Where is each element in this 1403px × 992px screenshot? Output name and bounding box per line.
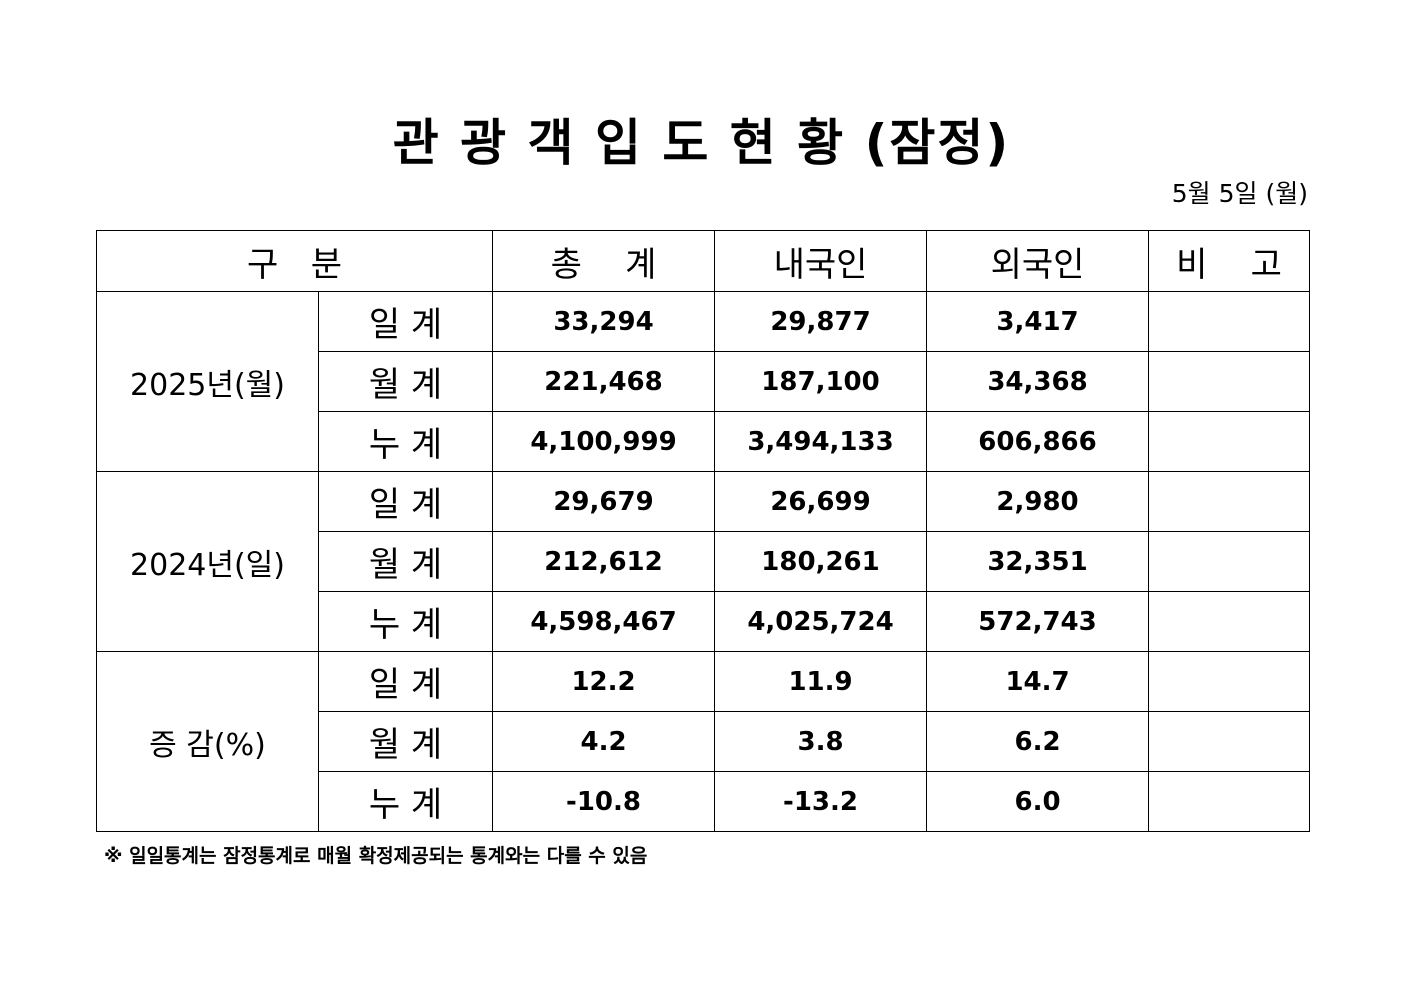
group-label-2025: 2025년(월) — [96, 291, 319, 472]
header-category: 구 분 — [95, 230, 494, 292]
visitor-stats-table: 구 분 총 계 내국인 외국인 비 고 2025년(월) 일 계 33,294 … — [95, 230, 1311, 832]
cell-note — [1148, 531, 1311, 592]
table-header-row: 구 분 총 계 내국인 외국인 비 고 — [95, 230, 1311, 292]
cell-total: 221,468 — [492, 351, 716, 412]
group-label-2024: 2024년(일) — [96, 471, 319, 652]
row-label: 일 계 — [317, 651, 494, 712]
cell-total: 4.2 — [492, 711, 716, 772]
row-label: 누 계 — [317, 411, 494, 472]
page-title: 관 광 객 입 도 현 황 (잠정) — [392, 114, 1011, 172]
cell-total: 4,598,467 — [492, 591, 716, 652]
cell-total: 12.2 — [492, 651, 716, 712]
cell-foreign: 32,351 — [926, 531, 1150, 592]
cell-domestic: 11.9 — [714, 651, 928, 712]
cell-total: 212,612 — [492, 531, 716, 592]
cell-domestic: 3.8 — [714, 711, 928, 772]
table-row: 누 계 -10.8 -13.2 6.0 — [97, 771, 1311, 832]
table-row: 월 계 212,612 180,261 32,351 — [97, 531, 1311, 592]
cell-total: 33,294 — [492, 291, 716, 352]
table-row: 증 감(%) 일 계 12.2 11.9 14.7 — [96, 651, 1311, 832]
group-label-change: 증 감(%) — [96, 651, 319, 832]
cell-total: -10.8 — [492, 771, 716, 832]
row-label: 일 계 — [317, 471, 494, 532]
cell-foreign: 3,417 — [926, 291, 1150, 352]
cell-foreign: 572,743 — [926, 591, 1150, 652]
cell-note — [1148, 411, 1311, 472]
cell-total: 4,100,999 — [492, 411, 716, 472]
cell-domestic: 26,699 — [714, 471, 928, 532]
cell-total: 29,679 — [492, 471, 716, 532]
cell-note — [1148, 711, 1311, 772]
cell-note — [1148, 651, 1311, 712]
cell-domestic: 180,261 — [714, 531, 928, 592]
row-label: 누 계 — [317, 591, 494, 652]
header-foreign: 외국인 — [926, 230, 1150, 292]
cell-foreign: 14.7 — [926, 651, 1150, 712]
header-domestic: 내국인 — [714, 230, 928, 292]
table-row: 누 계 4,100,999 3,494,133 606,866 — [97, 411, 1311, 472]
row-label: 월 계 — [317, 711, 494, 772]
cell-domestic: 4,025,724 — [714, 591, 928, 652]
footnote: ※ 일일통계는 잠정통계로 매월 확정제공되는 통계와는 다를 수 있음 — [104, 845, 648, 867]
cell-foreign: 34,368 — [926, 351, 1150, 412]
cell-domestic: -13.2 — [714, 771, 928, 832]
row-label: 누 계 — [317, 771, 494, 832]
header-note: 비 고 — [1148, 230, 1311, 292]
table-row: 월 계 4.2 3.8 6.2 — [97, 711, 1311, 772]
cell-domestic: 29,877 — [714, 291, 928, 352]
row-label: 월 계 — [317, 351, 494, 412]
cell-note — [1148, 591, 1311, 652]
cell-note — [1148, 291, 1311, 352]
cell-domestic: 187,100 — [714, 351, 928, 412]
table-row: 누 계 4,598,467 4,025,724 572,743 — [97, 591, 1311, 652]
cell-foreign: 2,980 — [926, 471, 1150, 532]
row-label: 월 계 — [317, 531, 494, 592]
header-total: 총 계 — [492, 230, 716, 292]
cell-foreign: 606,866 — [926, 411, 1150, 472]
table-row: 2024년(일) 일 계 29,679 26,699 2,980 — [96, 471, 1311, 652]
report-date: 5월 5일 (월) — [1171, 179, 1308, 208]
cell-foreign: 6.2 — [926, 711, 1150, 772]
cell-note — [1148, 471, 1311, 532]
cell-note — [1148, 351, 1311, 412]
cell-note — [1148, 771, 1311, 832]
cell-domestic: 3,494,133 — [714, 411, 928, 472]
cell-foreign: 6.0 — [926, 771, 1150, 832]
row-label: 일 계 — [317, 291, 494, 352]
table-row: 2025년(월) 일 계 33,294 29,877 3,417 — [96, 291, 1311, 472]
